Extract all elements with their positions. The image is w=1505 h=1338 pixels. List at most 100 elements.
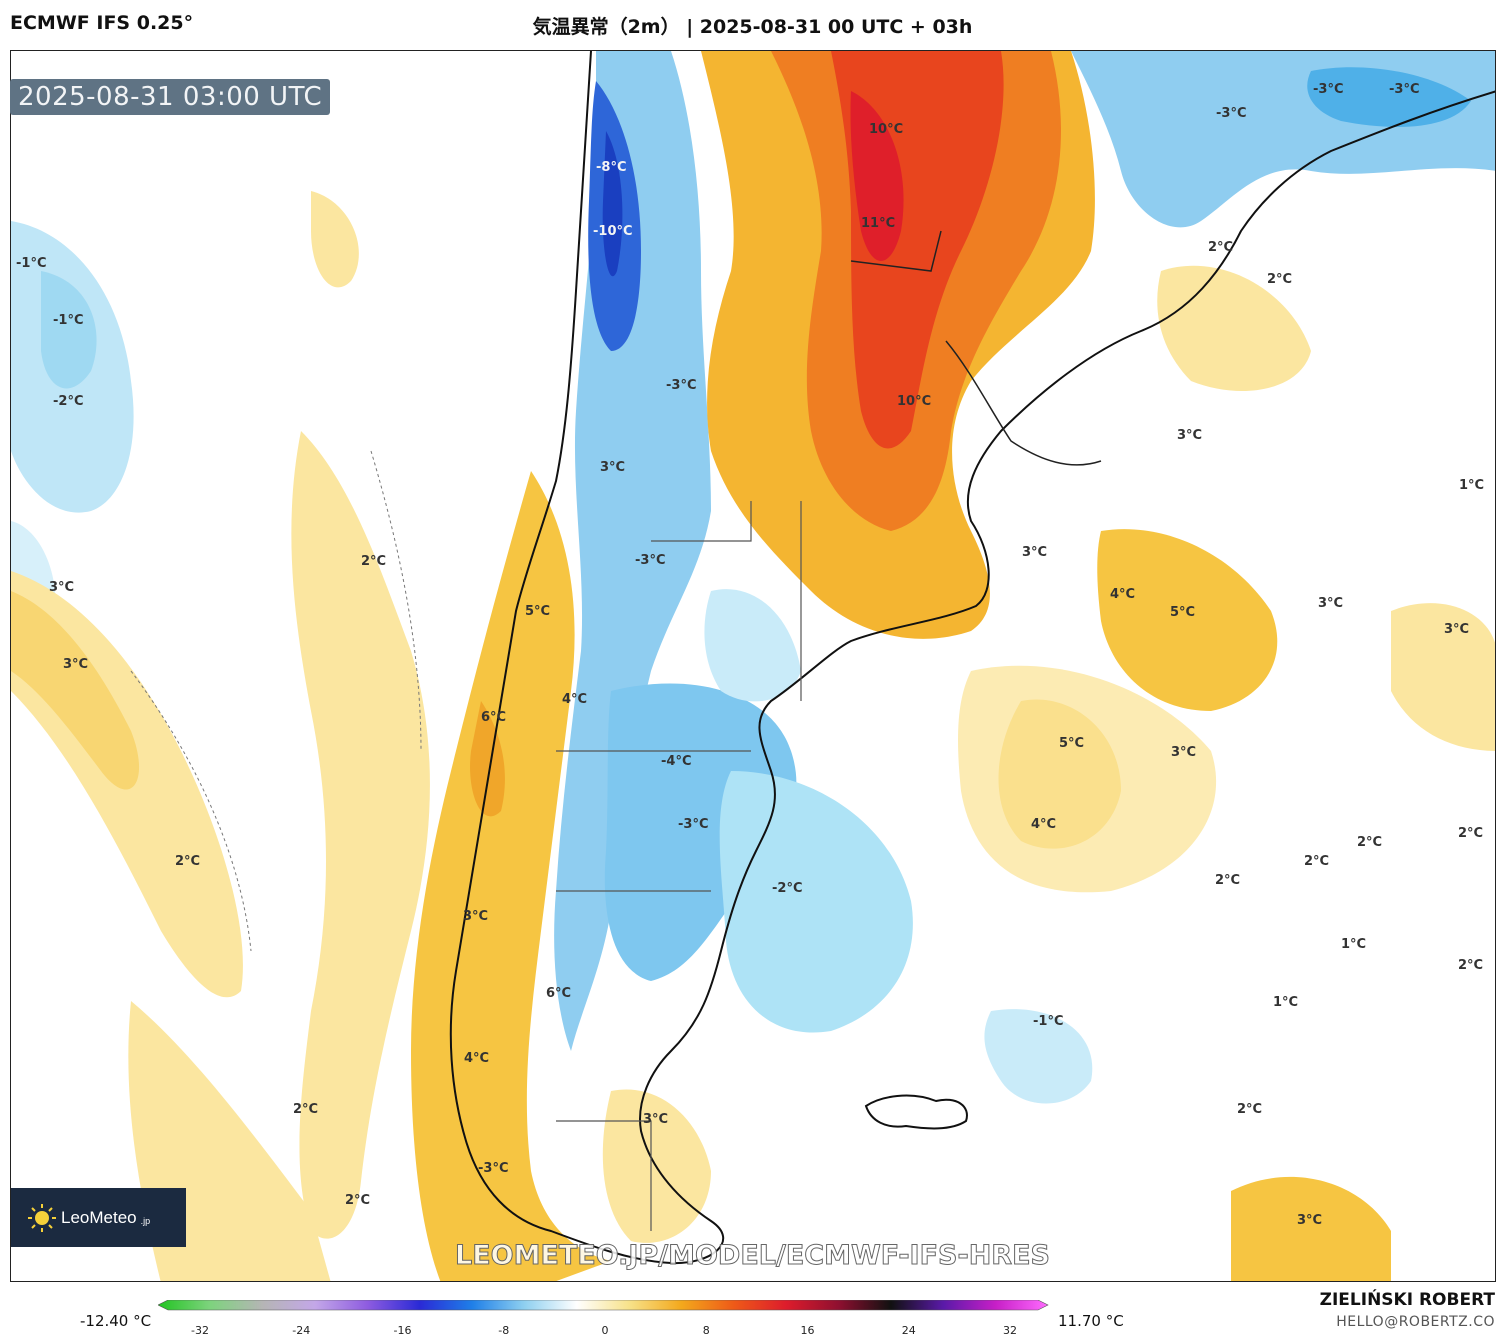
- temp-label: 2°C: [1357, 835, 1382, 850]
- temp-label: 4°C: [1031, 817, 1056, 832]
- author-email[interactable]: HELLO@ROBERTZ.CO: [1336, 1314, 1495, 1330]
- temp-label: 3°C: [63, 657, 88, 672]
- temp-label: -3°C: [478, 1161, 508, 1176]
- temp-label: 6°C: [546, 986, 571, 1001]
- temp-label: 3°C: [1444, 622, 1469, 637]
- colorbar-tick-label: -32: [191, 1324, 209, 1337]
- temp-label: 2°C: [1458, 958, 1483, 973]
- map-title: 気温異常（2m） | 2025-08-31 00 UTC + 03h: [532, 16, 973, 38]
- temp-label: 2°C: [1304, 854, 1329, 869]
- temp-label: 2°C: [1267, 272, 1292, 287]
- temp-label: 3°C: [1318, 596, 1343, 611]
- temp-label: 3°C: [49, 580, 74, 595]
- pacific-cool-core: [41, 271, 97, 389]
- temp-label: 10°C: [897, 394, 931, 409]
- author-name: ZIELIŃSKI ROBERT: [1319, 1290, 1495, 1310]
- temp-label: 4°C: [562, 692, 587, 707]
- atlantic-warm-band: [958, 665, 1217, 893]
- temp-label: 5°C: [525, 604, 550, 619]
- temp-label: 2°C: [1208, 240, 1233, 255]
- temp-label: 4°C: [464, 1051, 489, 1066]
- temp-label: -1°C: [53, 313, 83, 328]
- temperature-labels: -8°C -10°C 10°C 11°C -3°C -3°C -3°C 2°C …: [16, 82, 1484, 1228]
- temp-label: 10°C: [869, 122, 903, 137]
- colorbar-tick-label: 16: [800, 1324, 815, 1337]
- pacific-warm-core: [11, 591, 140, 790]
- temp-label: 3°C: [1297, 1213, 1322, 1228]
- warm-anomaly-core: [850, 91, 904, 261]
- chile-warm-core: [470, 701, 505, 817]
- temp-label: 3°C: [1177, 428, 1202, 443]
- colorbar-tick-label: 24: [901, 1324, 916, 1337]
- atlantic-warm-east: [1391, 603, 1495, 751]
- temperature-anomaly-map[interactable]: -8°C -10°C 10°C 11°C -3°C -3°C -3°C 2°C …: [10, 50, 1496, 1282]
- colorbar-max-label: 11.70 °C: [1058, 1312, 1124, 1330]
- sun-icon: [28, 1203, 56, 1232]
- temp-label: 5°C: [1059, 736, 1084, 751]
- colorbar-tick-label: 32: [1003, 1324, 1017, 1337]
- temp-label: 3°C: [463, 909, 488, 924]
- andes-cold-deep: [602, 131, 623, 277]
- province-borders: [556, 501, 802, 1231]
- colorbar-tick-label: 8: [702, 1324, 710, 1337]
- colorbar-tick-label: -8: [498, 1324, 510, 1337]
- temp-label: 2°C: [1458, 826, 1483, 841]
- contour-lines: [130, 450, 422, 952]
- pacific-warm-spot: [311, 191, 359, 288]
- model-name: ECMWF IFS 0.25°: [10, 12, 194, 34]
- temp-label: -3°C: [635, 553, 665, 568]
- temp-label: -3°C: [1389, 82, 1419, 97]
- temp-label: 1°C: [1341, 937, 1366, 952]
- temp-label: 2°C: [1215, 873, 1240, 888]
- temp-label: -2°C: [772, 881, 802, 896]
- temp-label: 3°C: [1171, 745, 1196, 760]
- falkland-islands: [864, 1094, 968, 1130]
- temp-label: -3°C: [666, 378, 696, 393]
- valid-time-badge: 2025-08-31 03:00 UTC: [10, 79, 331, 115]
- atlantic-warm-south: [1231, 1176, 1391, 1281]
- leometeo-logo[interactable]: LeoMeteo .jp: [11, 1188, 186, 1247]
- temp-label: 4°C: [1110, 587, 1135, 602]
- temp-label: 2°C: [361, 554, 386, 569]
- temp-label: 5°C: [1170, 605, 1195, 620]
- temp-label: -3°C: [678, 817, 708, 832]
- logo-suffix: .jp: [140, 1215, 151, 1226]
- temp-label: 2°C: [345, 1193, 370, 1208]
- pacific-warm-band-2: [291, 431, 430, 1239]
- temp-label: -8°C: [596, 160, 626, 175]
- temp-label: -4°C: [661, 754, 691, 769]
- colorbar-tick-label: 0: [601, 1324, 609, 1337]
- logo-text: LeoMeteo: [61, 1207, 137, 1227]
- temp-label: 1°C: [1273, 995, 1298, 1010]
- colorbar-min-label: -12.40 °C: [80, 1312, 152, 1330]
- coastline: [449, 51, 1495, 1265]
- temp-label: 2°C: [1237, 1102, 1262, 1117]
- country-borders: [850, 230, 1102, 466]
- temp-label: 11°C: [861, 216, 895, 231]
- atlantic-cool-spot: [984, 1009, 1093, 1104]
- temp-label: -3°C: [1313, 82, 1343, 97]
- atlantic-warm-north: [1157, 265, 1311, 391]
- colorbar-gradient: [158, 1300, 1049, 1311]
- temp-label: 3°C: [600, 460, 625, 475]
- atlantic-cool-area: [719, 771, 913, 1033]
- temp-label: -3°C: [1216, 106, 1246, 121]
- chile-warm-strip: [411, 471, 611, 1281]
- colorbar-tick-label: -24: [292, 1324, 311, 1337]
- temp-label: -1°C: [16, 256, 46, 271]
- colorbar-tick-label: -16: [393, 1324, 412, 1337]
- temp-label: 3°C: [643, 1112, 668, 1127]
- source-watermark: LEOMETEO.JP/MODEL/ECMWF-IFS-HRES: [455, 1240, 1051, 1272]
- temp-label: -10°C: [593, 224, 633, 239]
- temp-label: 3°C: [1022, 545, 1047, 560]
- atlantic-warm-patch-1: [1097, 529, 1278, 711]
- map-canvas: -8°C -10°C 10°C 11°C -3°C -3°C -3°C 2°C …: [11, 51, 1495, 1281]
- temp-label: -1°C: [1033, 1014, 1063, 1029]
- temp-label: 2°C: [175, 854, 200, 869]
- temp-label: 6°C: [481, 710, 506, 725]
- pampa-cool-area: [704, 589, 801, 702]
- patagonia-cold: [604, 683, 797, 981]
- temp-label: 1°C: [1459, 478, 1484, 493]
- colorbar: [158, 1300, 1049, 1311]
- temp-label: 2°C: [293, 1102, 318, 1117]
